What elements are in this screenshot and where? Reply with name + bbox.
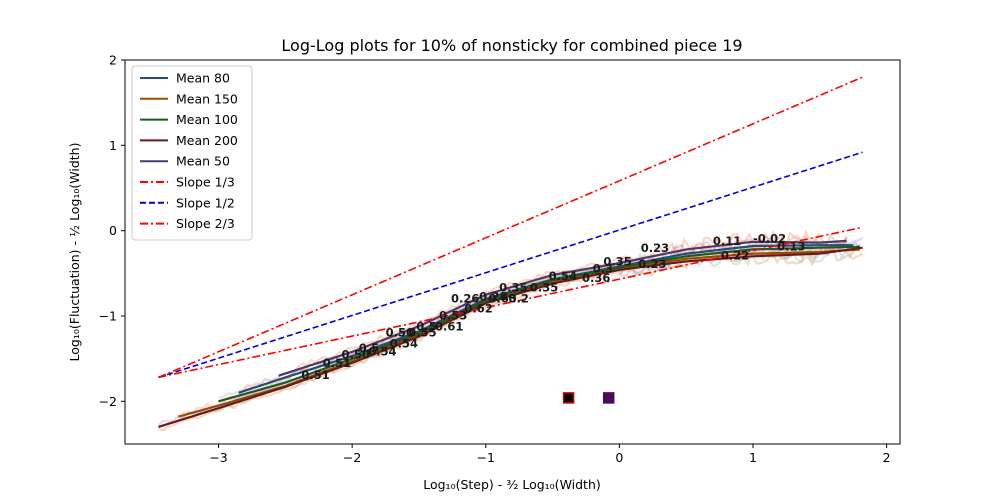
slope-annotation: -0.02 [753,232,786,246]
slope-annotations: 0.510.510.500.50.540.540.500.550.50.610.… [301,232,805,383]
slope-annotation: 0.13 [777,239,805,253]
x-tick-label: −1 [477,450,495,465]
legend-box [131,65,253,241]
legend-entry: Slope 1/3 [176,175,235,190]
slope-annotation: 0.50 [386,326,414,340]
slope-annotation: 0.50 [342,348,370,362]
slope-annotation: 0.23 [641,241,669,255]
y-tick-label: 0 [109,223,117,238]
markers [562,392,615,404]
slope-annotation: 0.55 [408,326,436,340]
marker-point [602,392,615,404]
y-axis-label: Log₁₀(Fluctuation) - ½ Log₁₀(Width) [67,143,82,362]
y-tick-label: −2 [99,394,117,409]
slope-annotation: 0.35 [499,280,527,294]
slope-annotation: 0.54 [368,344,396,358]
y-tick-label: 1 [109,138,117,153]
slope-annotation: 0.61 [435,320,463,334]
plot-frame [124,59,901,445]
slope-annotation: 0.2 [509,291,529,305]
legend-entry: Mean 100 [176,112,238,127]
legend-entry: Mean 200 [176,133,238,148]
marker-point [562,392,575,404]
series-line-mean-100 [218,245,860,403]
legend-entry: Mean 50 [176,154,230,169]
x-tick-label: −3 [209,450,227,465]
legend-entry: Slope 1/2 [176,195,235,210]
slope-annotation: 0.22 [721,249,749,263]
slope-annotation: 0.26 [451,291,479,305]
slope-annotation: 0.28 [479,290,507,304]
x-tick-label: 1 [749,450,757,465]
slope-annotation: 0.23 [638,257,666,271]
x-axis-label: Log₁₀(Step) - ³⁄₂ Log₁₀(Width) [423,477,601,492]
legend-entry: Mean 150 [176,91,238,106]
plot-area [125,60,900,444]
series-lines [158,76,863,428]
slope-annotation: 0.35 [603,255,631,269]
slope-annotation: 0.36 [582,271,610,285]
slope-annotation: 0.53 [439,308,467,322]
y-axis-ticks: −2 −1 0 1 2 [99,53,125,409]
slope-annotation: 0.35 [530,280,558,294]
x-tick-label: 0 [615,450,623,465]
fluctuation-trace [278,229,848,377]
slope-annotation: 0.51 [301,368,329,382]
series-line-slope-1-2 [158,151,863,379]
slope-annotation: 0.11 [713,234,741,248]
slope-annotation: 0.63 [488,291,516,305]
y-tick-label: −1 [99,309,117,324]
slope-annotation: 0.51 [323,356,351,370]
x-axis-ticks: −3 −2 −1 0 1 2 [209,444,891,465]
slope-annotation: 0.5 [416,320,436,334]
legend-entry: Mean 80 [176,71,230,86]
series-line-mean-200 [158,246,863,428]
y-tick-label: 2 [109,53,117,68]
slope-annotation: 0.54 [549,269,577,283]
slope-annotation: 0.3 [593,262,613,276]
slope-annotation: 0.62 [464,302,492,316]
x-tick-label: 2 [883,450,891,465]
slope-annotation: 0.54 [390,337,418,351]
slope-annotation: 0.5 [359,341,379,355]
legend: Mean 80 Mean 150 Mean 100 Mean 200 Mean 50 Sl… [131,65,253,241]
series-line-mean-50 [278,239,847,377]
chart-title: Log-Log plots for 10% of nonsticky for c… [281,36,742,55]
legend-entry: Slope 2/3 [176,216,235,231]
x-tick-label: −2 [343,450,361,465]
